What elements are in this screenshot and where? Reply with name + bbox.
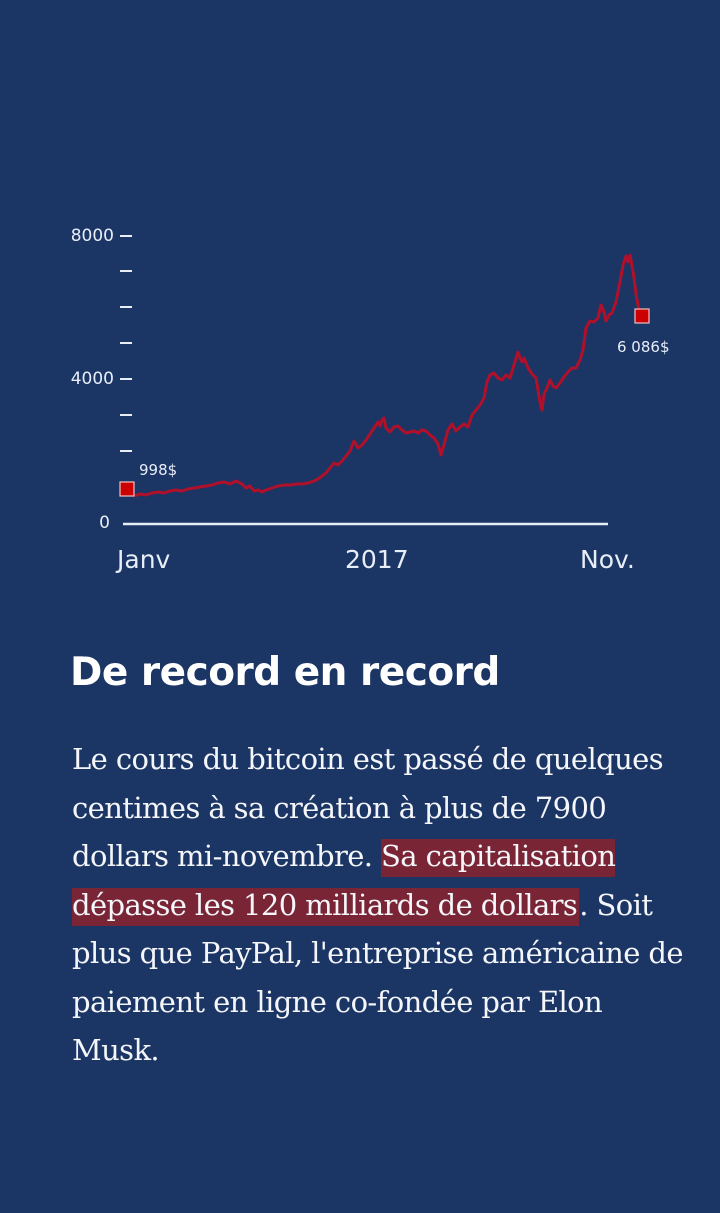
chart-plot [119, 235, 650, 526]
x-label-2017: 2017 [345, 545, 409, 574]
y-label-8000: 8000 [70, 226, 114, 246]
x-label-nov: Nov. [580, 545, 635, 574]
y-label-0: 0 [99, 513, 110, 533]
article-title: De record en record [70, 650, 500, 695]
end-value-label: 6 086$ [617, 338, 670, 356]
end-marker [634, 308, 650, 324]
price-line [133, 253, 644, 498]
x-label-janv: Janv [117, 545, 171, 574]
y-label-4000: 4000 [70, 369, 114, 389]
start-marker [119, 481, 135, 497]
body-text-outro: . Soit plus que PayPal, l'entreprise amé… [72, 887, 684, 1068]
y-axis-ticks [120, 235, 132, 452]
start-value-label: 998$ [139, 461, 178, 479]
article-body: Le cours du bitcoin est passé de quelque… [72, 735, 692, 1075]
body-text-intro: Le cours du bitcoin est passé de quelque… [72, 742, 664, 873]
bitcoin-price-chart: 8000 4000 0 998$ 6 086$ Janv 2017 Nov. [0, 0, 720, 600]
